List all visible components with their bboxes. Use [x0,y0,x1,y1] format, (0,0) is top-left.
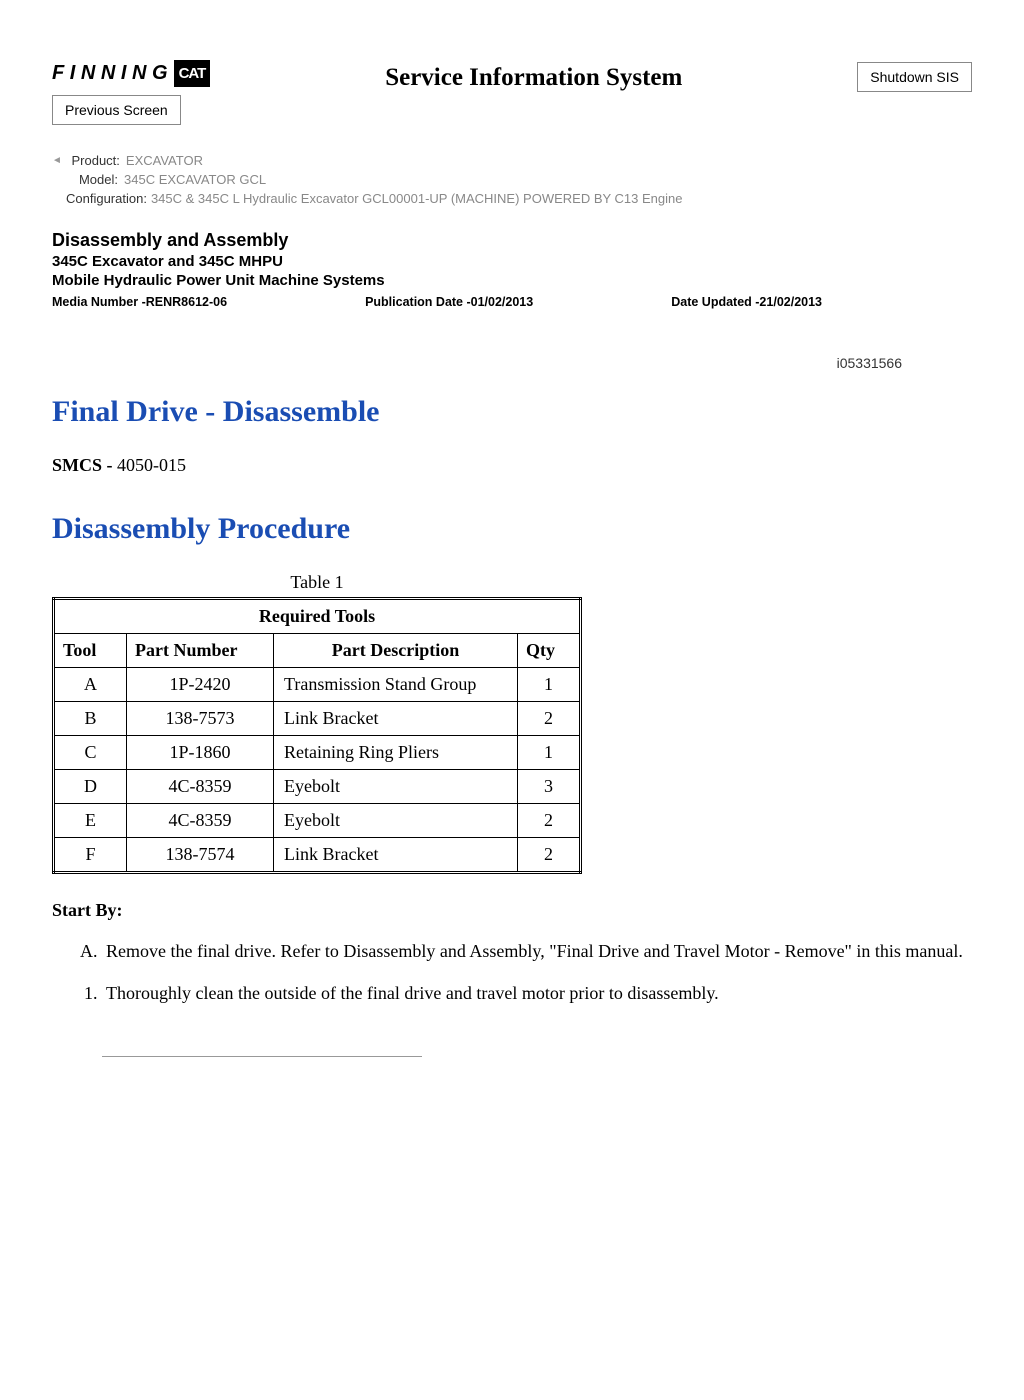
separator [102,1056,422,1057]
cell-qty: 2 [518,804,581,838]
cell-part: 1P-1860 [127,736,274,770]
publication-date: Publication Date -01/02/2013 [365,295,533,309]
table-row: E 4C-8359 Eyebolt 2 [54,804,581,838]
cell-part: 138-7574 [127,838,274,873]
col-part-number: Part Number [127,634,274,668]
cell-qty: 2 [518,838,581,873]
doc-info-row: Media Number -RENR8612-06 Publication Da… [52,295,822,309]
doc-id: i05331566 [52,355,972,371]
cell-tool: B [54,702,127,736]
cell-desc: Link Bracket [274,702,518,736]
table-header-row: Tool Part Number Part Description Qty [54,634,581,668]
previous-screen-button[interactable]: Previous Screen [52,95,181,125]
product-meta: ◄ Product: EXCAVATOR Model: 345C EXCAVAT… [52,153,972,206]
col-qty: Qty [518,634,581,668]
meta-model-label: Model: [52,172,124,187]
meta-config-label: Configuration: [52,191,151,206]
required-tools-table: Required Tools Tool Part Number Part Des… [52,597,582,874]
smcs-line: SMCS - 4050-015 [52,455,972,476]
cell-desc: Eyebolt [274,804,518,838]
cell-desc: Link Bracket [274,838,518,873]
meta-model-row: Model: 345C EXCAVATOR GCL [52,172,972,187]
cell-part: 4C-8359 [127,804,274,838]
col-tool: Tool [54,634,127,668]
cell-desc: Transmission Stand Group [274,668,518,702]
date-updated: Date Updated -21/02/2013 [671,295,822,309]
table-row: D 4C-8359 Eyebolt 3 [54,770,581,804]
logo-block: F I N N I N G CAT Previous Screen [52,60,210,125]
meta-config-value: 345C & 345C L Hydraulic Excavator GCL000… [151,191,683,206]
header-row: F I N N I N G CAT Previous Screen Servic… [52,60,972,125]
cell-qty: 2 [518,702,581,736]
procedure-steps: Thoroughly clean the outside of the fina… [52,981,972,1005]
table-row: C 1P-1860 Retaining Ring Pliers 1 [54,736,581,770]
cell-qty: 1 [518,736,581,770]
table-row: B 138-7573 Link Bracket 2 [54,702,581,736]
brand-logo: F I N N I N G CAT [52,60,210,87]
cell-part: 1P-2420 [127,668,274,702]
back-arrow-icon[interactable]: ◄ [52,155,62,168]
cell-desc: Eyebolt [274,770,518,804]
section-title: Final Drive - Disassemble [52,395,972,429]
smcs-label: SMCS - [52,455,117,475]
table-title-cell: Required Tools [54,599,581,634]
table-caption: Table 1 [52,572,582,593]
doc-subtitle-1: 345C Excavator and 345C MHPU [52,253,972,270]
cell-tool: D [54,770,127,804]
table-row: F 138-7574 Link Bracket 2 [54,838,581,873]
cell-desc: Retaining Ring Pliers [274,736,518,770]
logo-finning-text: F I N N I N G [52,62,168,85]
start-by-item: Remove the final drive. Refer to Disasse… [102,939,972,963]
cell-part: 4C-8359 [127,770,274,804]
meta-product-value: EXCAVATOR [126,153,203,168]
cell-tool: F [54,838,127,873]
doc-subtitle-2: Mobile Hydraulic Power Unit Machine Syst… [52,272,972,289]
media-number: Media Number -RENR8612-06 [52,295,227,309]
doc-header: Disassembly and Assembly 345C Excavator … [52,230,972,309]
page-container: F I N N I N G CAT Previous Screen Servic… [2,0,1022,1104]
meta-model-value: 345C EXCAVATOR GCL [124,172,266,187]
procedure-step: Thoroughly clean the outside of the fina… [102,981,972,1005]
table-row: A 1P-2420 Transmission Stand Group 1 [54,668,581,702]
meta-config-row: Configuration: 345C & 345C L Hydraulic E… [52,191,972,206]
cell-qty: 1 [518,668,581,702]
system-title: Service Information System [222,64,845,92]
smcs-value: 4050-015 [117,455,186,475]
cell-tool: A [54,668,127,702]
start-by-label: Start By: [52,900,972,921]
cell-tool: E [54,804,127,838]
logo-cat-badge: CAT [174,60,211,87]
meta-product-row: ◄ Product: EXCAVATOR [52,153,972,168]
start-by-list: Remove the final drive. Refer to Disasse… [52,939,972,963]
col-part-description: Part Description [274,634,518,668]
table-title-row: Required Tools [54,599,581,634]
doc-category: Disassembly and Assembly [52,230,972,251]
cell-qty: 3 [518,770,581,804]
shutdown-sis-button[interactable]: Shutdown SIS [857,62,972,92]
meta-product-label: Product: [64,153,126,168]
cell-part: 138-7573 [127,702,274,736]
procedure-title: Disassembly Procedure [52,512,972,546]
cell-tool: C [54,736,127,770]
